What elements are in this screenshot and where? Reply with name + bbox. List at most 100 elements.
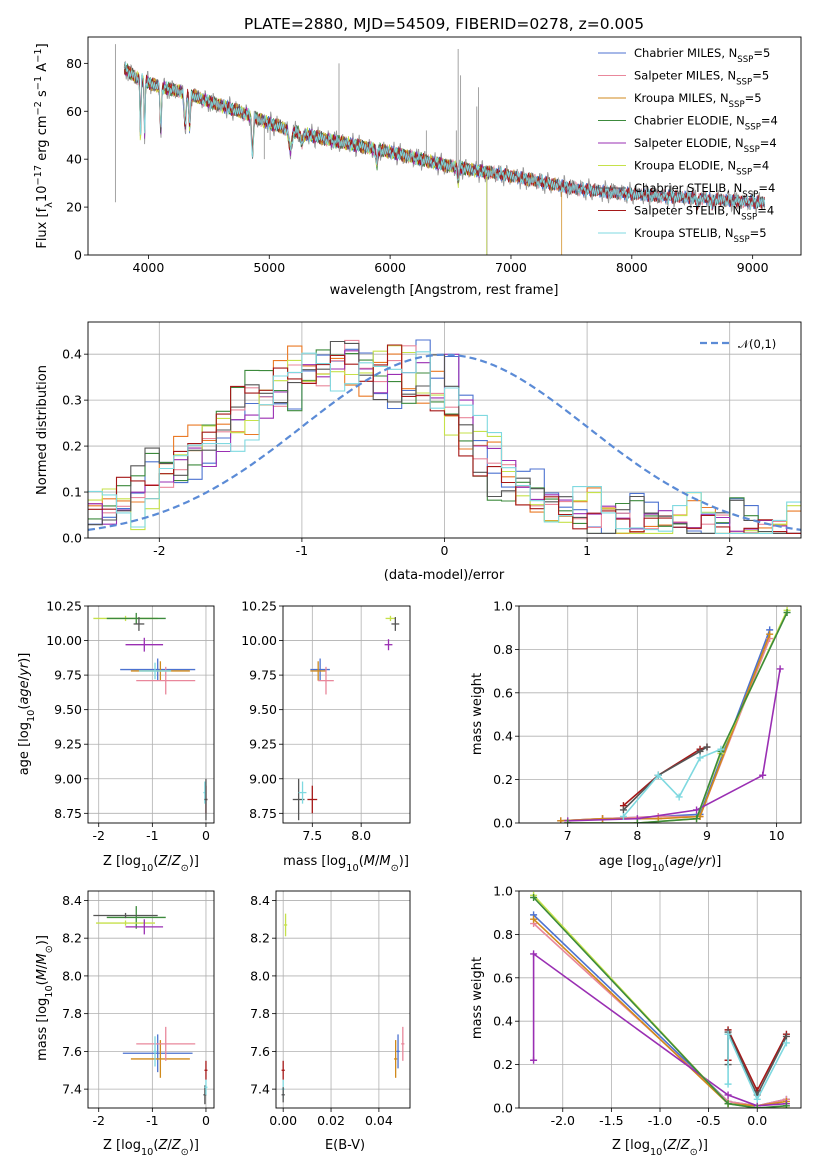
weight-marker bbox=[564, 819, 572, 823]
mass_vs_EBV-ytick-label: 7.4 bbox=[250, 1082, 270, 1097]
weight_vs_Z-ytick-label: 0.4 bbox=[493, 1014, 513, 1029]
age-z-xlabel: Z [log10(Z/Z⊙)] bbox=[103, 854, 199, 874]
weight-marker bbox=[782, 1032, 790, 1040]
weight_vs_Z-ytick-label: 0.8 bbox=[493, 927, 513, 942]
age_vs_Z-frame bbox=[87, 605, 215, 824]
age_vs_mass-xtick-label: 7.5 bbox=[302, 828, 322, 843]
residuals-ytick-label: 0.3 bbox=[62, 393, 82, 408]
mass_vs_Z-xtick-label: 0 bbox=[202, 1113, 210, 1128]
age_vs_Z-plot-area bbox=[93, 612, 208, 821]
age_vs_Z-axes: -2 -1 0 8.75 9.00 9.25 9.50 9.75 10.00 10.25 bbox=[46, 599, 215, 843]
residual-hist-salpeter-stelib bbox=[88, 344, 801, 534]
age_vs_mass-frame bbox=[282, 605, 411, 824]
spectrum-xlabel: wavelength [Angstrom, rest frame] bbox=[330, 283, 559, 298]
residuals-ytick-label: 0.2 bbox=[62, 439, 82, 454]
mass_vs_Z-ytick-label: 7.4 bbox=[62, 1082, 82, 1097]
spectrum-ytick-label: 60 bbox=[66, 104, 82, 119]
weight-marker bbox=[724, 1091, 732, 1099]
weight_vs_age-xtick-label: 7 bbox=[564, 828, 572, 843]
spectrum-xtick-label: 9000 bbox=[737, 260, 769, 275]
weight-line-chabrier-miles bbox=[560, 629, 771, 822]
mass_vs_EBV-ytick-label: 8.4 bbox=[250, 893, 270, 908]
age_vs_Z-ytick-label: 8.75 bbox=[54, 806, 82, 821]
age_vs_Z-xtick-label: -2 bbox=[92, 828, 104, 843]
weight-line-kroupa-stelib bbox=[622, 748, 722, 818]
weight_vs_Z-xtick-label: -0.5 bbox=[696, 1113, 720, 1128]
residuals-xtick-label: 1 bbox=[583, 543, 591, 558]
residual-xlabel: (data-model)/error bbox=[384, 568, 505, 583]
legend-entry: Kroupa MILES, NSSP=5 bbox=[634, 91, 762, 110]
spectrum-plot-area bbox=[114, 44, 766, 255]
weight-age-xlabel: age [log10(age/yr)] bbox=[599, 854, 722, 874]
residual-hist-kroupa-stelib bbox=[88, 351, 801, 534]
residuals-ytick-label: 0.0 bbox=[62, 531, 82, 546]
residuals-frame bbox=[87, 321, 802, 539]
weight-line-salpeter-stelib bbox=[622, 746, 708, 807]
mass_vs_Z-ytick-label: 8.4 bbox=[62, 893, 82, 908]
weight-marker bbox=[654, 771, 662, 779]
weight-line-salpeter-miles bbox=[560, 638, 771, 822]
weight-line-chabrier-elodie bbox=[533, 896, 787, 1108]
spectrum-axes: 4000 5000 6000 7000 8000 9000 0 20 40 60 80 bbox=[66, 36, 802, 275]
weight-marker bbox=[693, 806, 701, 814]
weight_vs_age-ytick-label: 0.6 bbox=[493, 685, 513, 700]
mass_vs_EBV-ytick-label: 8.2 bbox=[250, 931, 270, 946]
mass_vs_EBV-ytick-label: 7.6 bbox=[250, 1044, 270, 1059]
age_vs_mass-axes: 7.5 8.0 8.75 9.00 9.25 9.50 9.75 10.00 10.25 bbox=[241, 599, 411, 843]
weight-line-kroupa-elodie bbox=[567, 609, 788, 823]
weight-marker bbox=[783, 609, 791, 617]
weight_vs_age-ytick-label: 1.0 bbox=[493, 599, 513, 614]
mass_vs_EBV-xtick-label: 0.02 bbox=[317, 1113, 345, 1128]
spectrum-ytick-label: 80 bbox=[66, 56, 82, 71]
weight-marker bbox=[599, 815, 607, 823]
mass_vs_EBV-xtick-label: 0.04 bbox=[365, 1113, 393, 1128]
weight-marker bbox=[759, 771, 767, 779]
weight_vs_Z-axes: -2.0 -1.5 -1.0 -0.5 0.0 0.0 0.2 0.4 0.6 0.8 1.0 bbox=[493, 884, 802, 1128]
age_vs_mass-ytick-label: 9.50 bbox=[249, 702, 277, 717]
age_vs_mass-ytick-label: 9.75 bbox=[249, 668, 277, 683]
residuals-plot-area bbox=[88, 339, 801, 534]
weight-marker bbox=[776, 665, 784, 673]
mass-ebv-xlabel: E(B-V) bbox=[325, 1138, 365, 1153]
mass_vs_Z-plot-area bbox=[93, 906, 208, 1105]
mass_vs_Z-ytick-label: 8.0 bbox=[62, 968, 82, 983]
weight_vs_Z-xtick-label: -1.5 bbox=[599, 1113, 623, 1128]
mass_vs_EBV-xtick-label: 0.00 bbox=[269, 1113, 297, 1128]
weight_vs_age-xtick-label: 8 bbox=[633, 828, 641, 843]
spectrum-ylabel: Flux [fλ10−17 erg cm−2 s−1 A−1] bbox=[33, 43, 55, 248]
spectrum-xtick-label: 6000 bbox=[374, 260, 406, 275]
spectrum-xtick-label: 4000 bbox=[133, 260, 165, 275]
weight-marker bbox=[619, 812, 627, 820]
weight_vs_Z-plot-area bbox=[530, 891, 790, 1108]
weight_vs_age-ytick-label: 0.4 bbox=[493, 729, 513, 744]
weight_vs_Z-ytick-label: 0.2 bbox=[493, 1057, 513, 1072]
weight-marker bbox=[693, 815, 701, 823]
legend-entry: Chabrier MILES, NSSP=5 bbox=[634, 46, 770, 65]
weight-marker bbox=[530, 894, 538, 902]
weight_vs_age-xtick-label: 10 bbox=[769, 828, 785, 843]
legend-entry: Kroupa ELODIE, NSSP=4 bbox=[634, 159, 769, 178]
weight_vs_age-xtick-label: 9 bbox=[703, 828, 711, 843]
legend-entry: Kroupa STELIB, NSSP=5 bbox=[634, 226, 767, 245]
weight-marker bbox=[766, 630, 774, 638]
mass-z-xlabel: Z [log10(Z/Z⊙)] bbox=[103, 1138, 199, 1158]
weight-marker bbox=[724, 1030, 732, 1038]
spectrum-ytick-label: 20 bbox=[66, 200, 82, 215]
residuals-xtick-label: -1 bbox=[296, 543, 308, 558]
residuals-xtick-label: -2 bbox=[153, 543, 165, 558]
age_vs_Z-ytick-label: 10.25 bbox=[46, 599, 82, 614]
mass_vs_Z-axes: -2 -1 0 7.4 7.6 7.8 8.0 8.2 8.4 bbox=[62, 890, 215, 1128]
age-mass-xlabel: mass [log10(M/M⊙)] bbox=[283, 854, 409, 874]
age_vs_Z-ytick-label: 9.25 bbox=[54, 737, 82, 752]
weight_vs_Z-frame bbox=[518, 890, 802, 1109]
weight_vs_Z-ytick-label: 0.0 bbox=[493, 1101, 513, 1116]
weight-marker bbox=[753, 1104, 761, 1108]
weight_vs_Z-xtick-label: 0.0 bbox=[747, 1113, 767, 1128]
mass_vs_EBV-ytick-label: 8.0 bbox=[250, 968, 270, 983]
residuals-xtick-label: 2 bbox=[726, 543, 734, 558]
legend-entry: Chabrier STELIB, NSSP=4 bbox=[634, 181, 775, 200]
age-z-ylabel: age [log10(age/yr)] bbox=[17, 653, 37, 776]
weight_vs_Z-xtick-label: -2.0 bbox=[551, 1113, 575, 1128]
age_vs_mass-ytick-label: 10.00 bbox=[241, 633, 277, 648]
